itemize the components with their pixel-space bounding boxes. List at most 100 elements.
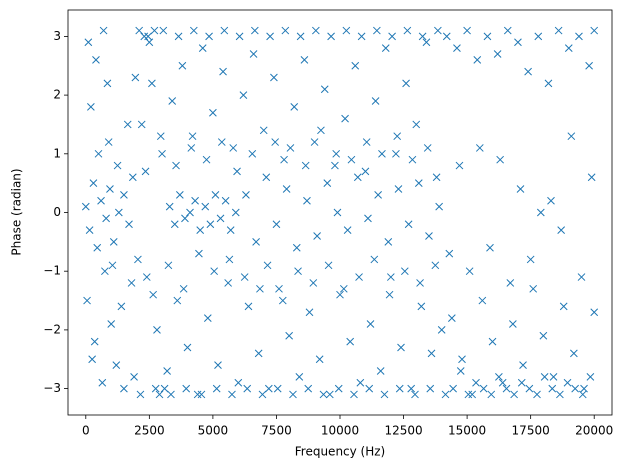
marker (270, 73, 278, 82)
marker (191, 196, 199, 205)
marker (445, 249, 454, 258)
marker (137, 120, 146, 129)
marker (325, 390, 334, 399)
marker (174, 32, 183, 41)
marker (85, 226, 94, 234)
marker (464, 390, 473, 399)
marker (557, 226, 566, 234)
x-tick-label: 12500 (384, 424, 422, 438)
marker (472, 378, 480, 387)
marker (570, 349, 578, 358)
marker (350, 390, 358, 399)
marker (411, 390, 419, 399)
marker (209, 108, 217, 117)
marker (130, 372, 138, 381)
marker (585, 61, 593, 70)
marker (262, 173, 271, 182)
marker (165, 202, 174, 211)
marker (319, 390, 328, 399)
marker (417, 302, 426, 311)
marker (426, 384, 435, 393)
marker (402, 79, 410, 88)
marker (148, 79, 156, 88)
marker (478, 296, 487, 305)
x-tick-label: 20000 (575, 424, 613, 438)
marker (224, 279, 233, 287)
marker (202, 155, 211, 164)
marker (263, 261, 272, 270)
marker (258, 390, 267, 399)
marker (188, 132, 197, 141)
marker (234, 378, 243, 387)
marker (514, 38, 522, 47)
marker (172, 161, 180, 170)
marker (357, 32, 366, 41)
marker (198, 44, 207, 53)
marker (395, 384, 404, 393)
marker (331, 161, 339, 170)
marker (254, 349, 263, 358)
marker (220, 26, 229, 35)
marker (416, 279, 424, 287)
marker (323, 179, 332, 188)
marker (189, 26, 198, 35)
marker (435, 202, 443, 211)
marker (431, 261, 440, 270)
marker (432, 173, 441, 182)
marker (273, 384, 282, 393)
marker (347, 155, 356, 164)
marker (304, 384, 313, 393)
x-tick-label: 17500 (512, 424, 550, 438)
marker (170, 220, 179, 229)
marker (233, 167, 241, 176)
marker (509, 320, 517, 328)
marker (361, 167, 370, 176)
marker (388, 32, 396, 41)
marker (250, 26, 259, 35)
marker (235, 32, 244, 41)
marker (127, 279, 136, 287)
marker (327, 32, 335, 41)
marker (259, 126, 268, 135)
marker (244, 302, 253, 311)
marker (544, 79, 553, 88)
marker (151, 384, 160, 393)
marker (179, 284, 188, 293)
marker (386, 273, 395, 281)
marker (98, 378, 107, 387)
marker (196, 226, 205, 234)
marker (310, 138, 319, 146)
marker (575, 32, 583, 41)
marker (131, 73, 140, 82)
marker (346, 337, 355, 346)
marker (496, 155, 505, 164)
marker (425, 232, 433, 240)
marker (468, 390, 477, 399)
marker (587, 173, 596, 182)
marker (554, 26, 563, 35)
marker (205, 32, 213, 41)
marker (540, 372, 549, 381)
marker (370, 255, 379, 264)
marker (231, 208, 240, 217)
marker (214, 361, 222, 369)
marker (203, 314, 212, 323)
marker (449, 384, 457, 393)
marker (272, 220, 281, 229)
marker (123, 120, 132, 129)
marker (117, 302, 126, 311)
marker (303, 196, 311, 205)
marker (374, 191, 382, 199)
x-axis-label: Frequency (Hz) (295, 445, 386, 459)
marker (536, 208, 545, 217)
marker (539, 331, 548, 340)
marker (221, 196, 230, 205)
marker (264, 384, 273, 393)
marker (559, 302, 568, 311)
marker (563, 378, 572, 387)
marker (434, 26, 442, 35)
marker (135, 26, 144, 35)
marker (239, 91, 248, 99)
marker (343, 226, 352, 234)
